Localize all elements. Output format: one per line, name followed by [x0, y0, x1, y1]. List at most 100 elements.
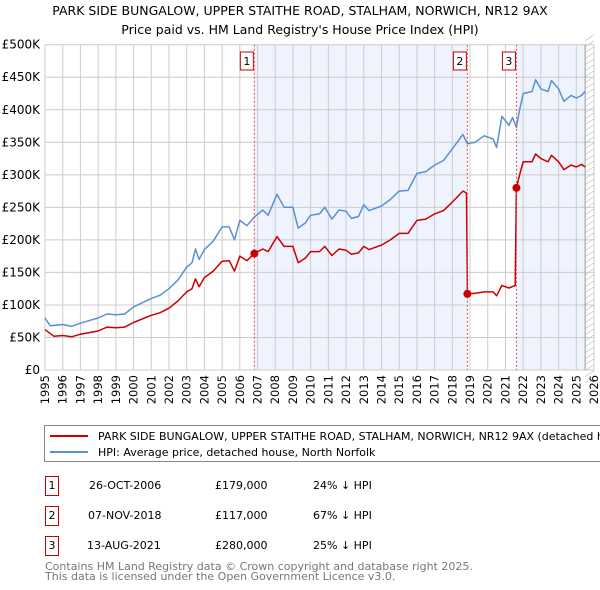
hatch-line	[584, 88, 595, 95]
x-tick-label: 2007	[251, 375, 265, 404]
hatch-line	[584, 154, 595, 161]
hatch-line	[584, 274, 595, 281]
hatch-line	[584, 370, 595, 377]
x-tick-label: 2002	[162, 375, 176, 404]
sale-label-box	[501, 51, 516, 71]
sale-label: 1	[243, 55, 250, 68]
hatch-line	[584, 46, 595, 53]
sale-hpi-diff: 24% ↓ HPI	[313, 479, 372, 492]
x-tick-label: 2010	[304, 375, 318, 404]
y-tick-label: £150K	[2, 265, 42, 279]
hatch-line	[584, 118, 595, 125]
hatch-line	[584, 148, 595, 155]
x-tick-label: 2024	[552, 375, 566, 404]
x-tick-label: 1998	[91, 375, 105, 404]
y-tick-label: £0	[25, 363, 40, 377]
y-tick-label: £500K	[2, 38, 42, 52]
sale-marker-badge: 2	[45, 506, 59, 526]
red-line-swatch	[50, 435, 88, 437]
hatch-line	[584, 100, 595, 107]
hatch-line	[584, 112, 595, 119]
x-tick-label: 2008	[268, 375, 282, 404]
hatch-line	[584, 82, 595, 89]
hatch-line	[584, 40, 595, 47]
hatch-line	[584, 340, 595, 347]
y-tick-label: £50K	[9, 330, 41, 344]
hatch-line	[584, 256, 595, 263]
hatch-line	[584, 346, 595, 353]
footer-licence: This data is licensed under the Open Gov…	[45, 570, 396, 583]
y-tick-label: £300K	[2, 168, 42, 182]
legend: PARK SIDE BUNGALOW, UPPER STAITHE ROAD, …	[44, 425, 600, 462]
hatch-line	[584, 250, 595, 257]
y-tick-label: £450K	[2, 70, 42, 84]
y-tick-label: £350K	[2, 135, 42, 149]
hatch-line	[584, 136, 595, 143]
hatch-line	[584, 64, 595, 71]
hatch-line	[584, 196, 595, 203]
hatch-line	[584, 208, 595, 215]
legend-label: PARK SIDE BUNGALOW, UPPER STAITHE ROAD, …	[98, 429, 600, 443]
hatch-line	[584, 244, 595, 251]
x-tick-label: 1999	[109, 375, 123, 404]
sale-hpi-diff: 67% ↓ HPI	[313, 509, 372, 522]
x-tick-label: 2001	[144, 375, 158, 404]
y-tick-label: £100K	[2, 298, 42, 312]
hatch-line	[584, 142, 595, 149]
x-tick-label: 2014	[374, 375, 388, 404]
hatch-line	[584, 328, 595, 335]
x-tick-label: 1996	[56, 375, 70, 404]
x-tick-label: 2022	[516, 375, 530, 404]
hatch-line	[584, 310, 595, 317]
hatch-line	[584, 298, 595, 305]
x-tick-label: 2021	[498, 375, 512, 404]
blue-line-swatch	[50, 451, 88, 453]
sale-point	[463, 289, 472, 298]
hatch-line	[584, 184, 595, 191]
hatch-line	[584, 124, 595, 131]
sale-label-box	[452, 51, 467, 71]
legend-item-price-paid: PARK SIDE BUNGALOW, UPPER STAITHE ROAD, …	[50, 429, 600, 443]
x-tick-label: 2003	[180, 375, 194, 404]
sale-date: 13-AUG-2021	[87, 539, 161, 552]
sale-label-box	[239, 51, 254, 71]
sale-price: £179,000	[215, 479, 268, 492]
legend-label: HPI: Average price, detached house, Nort…	[98, 445, 376, 459]
chart-subtitle: Price paid vs. HM Land Registry's House …	[121, 22, 478, 37]
sale-date: 07-NOV-2018	[88, 509, 162, 522]
hatch-line	[584, 214, 595, 221]
sale-label: 3	[505, 55, 512, 68]
sale-date: 26-OCT-2006	[89, 479, 162, 492]
hatch-line	[584, 358, 595, 365]
hatch-line	[584, 52, 595, 59]
hatch-line	[584, 94, 595, 101]
x-tick-label: 2011	[321, 375, 335, 404]
x-tick-label: 2000	[127, 375, 141, 404]
x-tick-label: 2025	[569, 375, 583, 404]
sale-price: £280,000	[215, 539, 268, 552]
y-tick-label: £400K	[2, 103, 42, 117]
hatch-line	[584, 322, 595, 329]
hatch-line	[584, 352, 595, 359]
x-tick-label: 1997	[73, 375, 87, 404]
x-tick-label: 2026	[587, 375, 600, 404]
footer-copyright: Contains HM Land Registry data © Crown c…	[45, 560, 473, 573]
hatch-line	[584, 280, 595, 287]
hatch-line	[584, 220, 595, 227]
hatch-line	[584, 190, 595, 197]
hatch-line	[584, 172, 595, 179]
price-paid-line	[44, 153, 586, 338]
hatch-line	[584, 268, 595, 275]
sale-point	[250, 249, 259, 258]
sale-price: £117,000	[215, 509, 268, 522]
hatch-line	[584, 178, 595, 185]
x-tick-label: 1995	[38, 375, 52, 404]
hatch-line	[584, 304, 595, 311]
hatch-line	[584, 166, 595, 173]
legend-item-hpi: HPI: Average price, detached house, Nort…	[50, 445, 375, 459]
chart-title: PARK SIDE BUNGALOW, UPPER STAITHE ROAD, …	[52, 3, 548, 18]
sale-hpi-diff: 25% ↓ HPI	[313, 539, 372, 552]
sale-point	[512, 183, 521, 192]
y-tick-label: £250K	[2, 200, 42, 214]
